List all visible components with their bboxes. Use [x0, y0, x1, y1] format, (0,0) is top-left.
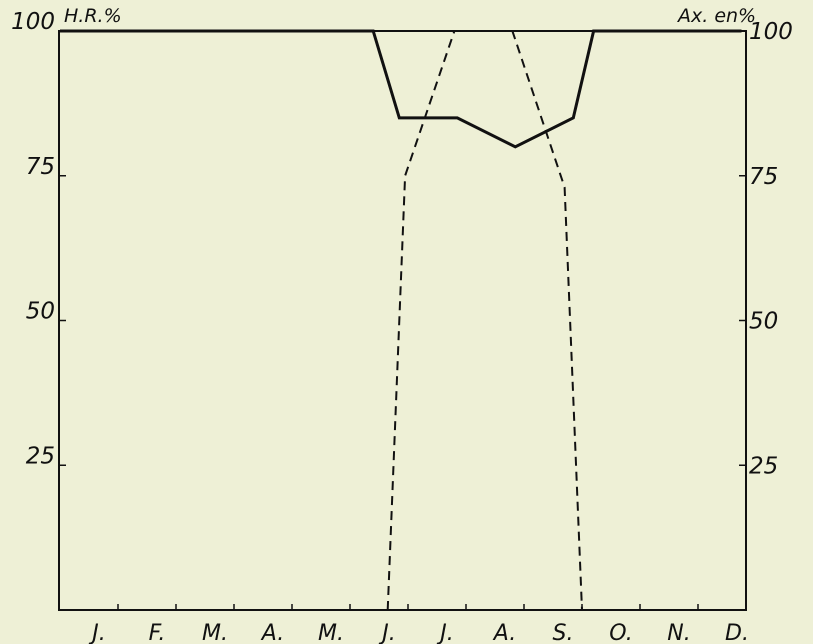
y-tick-label-right: 100: [749, 19, 793, 45]
series-line-dashed: [386, 30, 583, 611]
y-tick-label-right: 75: [749, 164, 778, 190]
x-tick-label: J.: [378, 621, 395, 644]
x-tick-label: O.: [609, 621, 632, 644]
x-tick-label: F.: [149, 621, 166, 644]
y-tick-label-right: 50: [749, 309, 778, 335]
x-tick-label: A.: [260, 621, 284, 644]
series-layer: [60, 29, 742, 611]
y-tick-label-left: 75: [26, 154, 55, 180]
x-tick-label: M.: [202, 621, 228, 644]
left-axis-label: H.R.%: [64, 5, 122, 27]
x-tick-label: M.: [318, 621, 344, 644]
x-tick-label: A.: [492, 621, 516, 644]
series-line-solid: [60, 29, 742, 149]
y-tick-label-right: 25: [749, 453, 778, 479]
x-tick-label: D.: [725, 621, 749, 644]
x-tick-label: S.: [553, 621, 574, 644]
y-tick-label-left: 25: [26, 443, 55, 469]
x-tick-label: J.: [436, 621, 453, 644]
right-axis-label: Ax. en%: [676, 5, 756, 27]
y-tick-label-left: 50: [26, 299, 55, 325]
y-tick-label-left: 100: [11, 9, 55, 35]
x-tick-label: N.: [667, 621, 690, 644]
axis-ticks: J. F. M. A. M. J. J. A. S. O. N. D. 100 75 50 25 100 75 50…: [11, 9, 793, 644]
x-tick-label: J.: [88, 621, 105, 644]
